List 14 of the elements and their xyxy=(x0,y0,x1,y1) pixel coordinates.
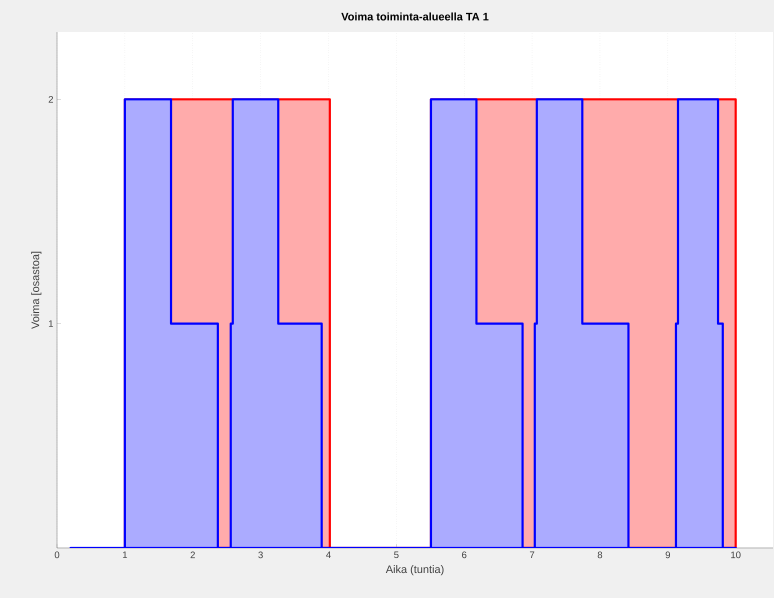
x-tick-label: 9 xyxy=(666,552,670,558)
x-tick-label: 8 xyxy=(598,552,602,558)
x-tick-label: 2 xyxy=(190,552,195,558)
chart-title: Voima toiminta-alueella TA 1 xyxy=(341,12,488,20)
x-tick-label: 5 xyxy=(394,552,399,558)
x-tick-label: 7 xyxy=(530,552,534,558)
x-tick-label: 10 xyxy=(731,552,741,558)
x-tick-label: 4 xyxy=(326,552,331,558)
x-axis-title: Aika (tuntia) xyxy=(386,565,444,576)
x-tick-label: 1 xyxy=(122,552,128,558)
x-tick-label: 0 xyxy=(54,552,60,558)
y-axis-title: Voima [osastoa] xyxy=(31,252,42,329)
x-tick-label: 3 xyxy=(258,552,263,558)
x-tick-label: 6 xyxy=(462,552,466,558)
